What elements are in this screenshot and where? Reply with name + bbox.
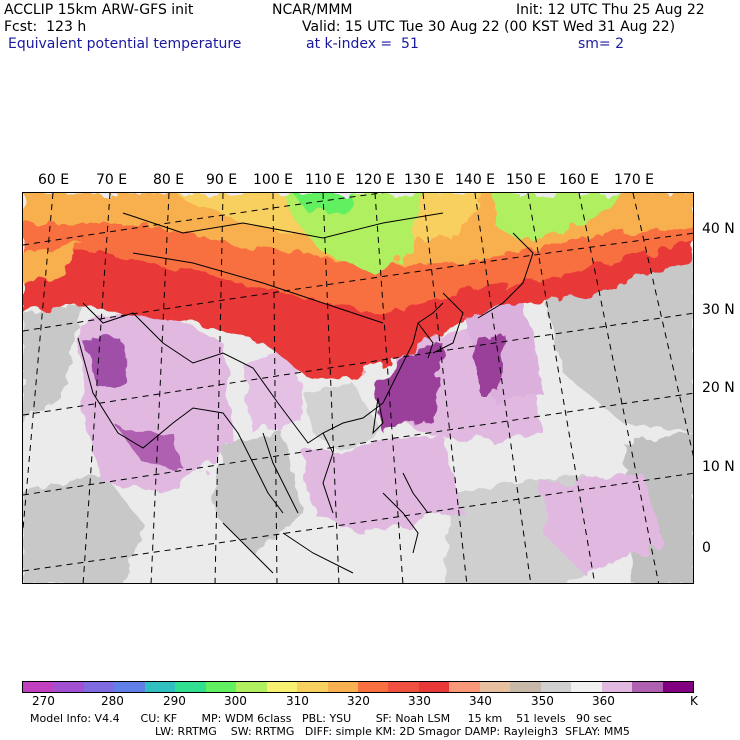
colorbar-tick: 310 <box>286 694 309 708</box>
colorbar-swatch <box>327 682 358 692</box>
colorbar-tick: 270 <box>32 694 55 708</box>
lon-label: 170 E <box>614 172 655 188</box>
model-info-line1: Model Info: V4.4 CU: KF MP: WDM 6class P… <box>30 712 613 725</box>
colorbar-swatch <box>449 682 480 692</box>
colorbar-swatch <box>632 682 663 692</box>
colorbar-tick: 320 <box>347 694 370 708</box>
colorbar-swatch <box>510 682 541 692</box>
colorbar-swatch <box>175 682 206 692</box>
colorbar-swatch <box>205 682 237 692</box>
colorbar-swatch <box>297 682 328 692</box>
lat-label: 20 N <box>702 380 735 396</box>
field-name: Equivalent potential temperature <box>8 36 242 52</box>
center-label: NCAR/MMM <box>272 2 353 18</box>
colorbar-swatch <box>601 682 633 692</box>
colorbar-swatch <box>571 682 602 692</box>
colorbar-tick: 290 <box>163 694 186 708</box>
colorbar-tick: 360 <box>592 694 615 708</box>
lon-label: 140 E <box>455 172 496 188</box>
equivalent-potential-temperature-map <box>22 192 694 584</box>
lon-label: 80 E <box>153 172 185 188</box>
colorbar-swatch <box>83 682 115 692</box>
valid-time: Valid: 15 UTC Tue 30 Aug 22 (00 KST Wed … <box>302 19 676 35</box>
colorbar-swatch <box>479 682 511 692</box>
colorbar-tick: 280 <box>101 694 124 708</box>
coastlines <box>77 212 534 574</box>
colorbar-swatch <box>53 682 84 692</box>
colorbar-swatch <box>144 682 176 692</box>
model-title: ACCLIP 15km ARW-GFS init <box>4 2 194 18</box>
colorbar-swatch <box>114 682 145 692</box>
lon-label: 150 E <box>506 172 547 188</box>
graticule <box>23 193 693 583</box>
colorbar-swatch <box>418 682 450 692</box>
colorbar-tick: 350 <box>531 694 554 708</box>
lon-label: 60 E <box>38 172 70 188</box>
colorbar-swatch <box>540 682 572 692</box>
lon-label: 160 E <box>559 172 600 188</box>
model-info-line2: LW: RRTMG SW: RRTMG DIFF: simple KM: 2D … <box>155 725 630 738</box>
colorbar-swatch <box>662 682 693 692</box>
colorbar-tick: 300 <box>224 694 247 708</box>
colorbar-swatch <box>388 682 419 692</box>
lat-label: 0 <box>702 540 711 556</box>
lon-label: 100 E <box>253 172 294 188</box>
lon-label: 120 E <box>355 172 396 188</box>
lon-label: 130 E <box>404 172 445 188</box>
colorbar-unit: K <box>690 694 698 708</box>
colorbar-tick: 330 <box>408 694 431 708</box>
colorbar-tick: 340 <box>469 694 492 708</box>
lon-label: 110 E <box>305 172 346 188</box>
lat-label: 10 N <box>702 459 735 475</box>
level-label: at k-index = 51 <box>306 36 419 52</box>
forecast-hour: Fcst: 123 h <box>4 19 87 35</box>
colorbar <box>22 681 694 693</box>
colorbar-swatch <box>266 682 298 692</box>
colorbar-swatch <box>236 682 267 692</box>
lon-label: 70 E <box>96 172 128 188</box>
colorbar-swatch <box>23 682 54 692</box>
lat-label: 30 N <box>702 302 735 318</box>
colorbar-swatch <box>357 682 389 692</box>
lon-label: 90 E <box>206 172 238 188</box>
smoothing-label: sm= 2 <box>578 36 625 52</box>
lat-label: 40 N <box>702 221 735 237</box>
init-time: Init: 12 UTC Thu 25 Aug 22 <box>516 2 705 18</box>
